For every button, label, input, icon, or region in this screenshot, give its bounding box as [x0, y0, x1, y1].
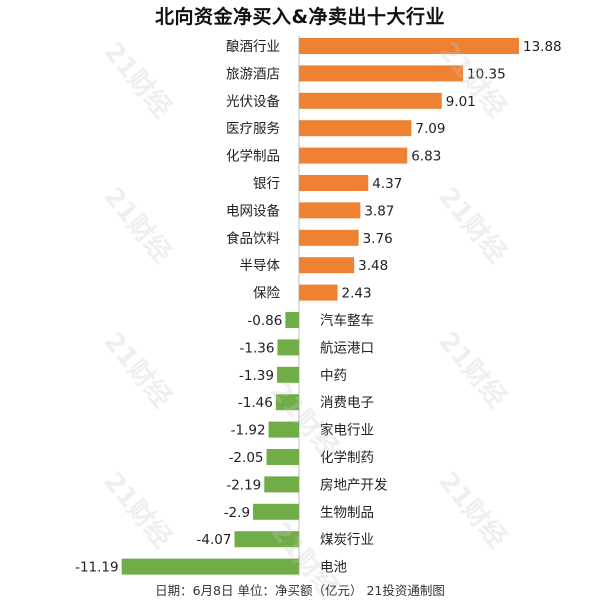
bar-12 [277, 339, 299, 356]
value-label: -4.07 [197, 532, 232, 548]
category-label: 化学制药 [320, 450, 374, 466]
value-label: 9.01 [446, 94, 476, 110]
bar-20 [121, 558, 299, 575]
category-label: 电网设备 [226, 202, 280, 219]
value-label: 3.48 [358, 258, 388, 274]
category-label: 电池 [320, 560, 347, 576]
value-label: 4.37 [372, 176, 402, 192]
bar-8 [299, 229, 359, 246]
value-label: 2.43 [342, 286, 372, 302]
value-label: -1.36 [240, 340, 275, 356]
bar-10 [299, 284, 338, 301]
bar-6 [299, 175, 369, 191]
value-label: 3.87 [364, 203, 394, 219]
category-label: 光伏设备 [226, 93, 280, 110]
category-label: 食品饮料 [226, 230, 280, 247]
value-label: -2.9 [224, 505, 250, 521]
bar-14 [275, 394, 299, 411]
bar-3 [299, 92, 442, 109]
bar-11 [285, 312, 299, 328]
category-label: 酿酒行业 [226, 39, 280, 55]
bar-2 [299, 65, 464, 82]
category-label: 保险 [253, 286, 280, 302]
value-label: -1.39 [239, 368, 274, 384]
category-label: 消费电子 [320, 395, 374, 411]
category-label: 房地产开发 [320, 477, 388, 493]
value-label: -11.19 [75, 560, 119, 576]
value-label: 6.83 [411, 149, 441, 165]
value-label: 10.35 [467, 66, 506, 82]
category-label: 中药 [320, 368, 347, 384]
bar-4 [299, 120, 412, 137]
value-label: 7.09 [415, 121, 445, 137]
bar-13 [276, 366, 299, 383]
value-label: 3.76 [363, 231, 393, 247]
value-label: -1.46 [238, 395, 273, 411]
value-label: -0.86 [247, 313, 282, 329]
bar-15 [268, 421, 299, 438]
category-label: 汽车整车 [320, 312, 374, 329]
category-label: 生物制品 [320, 505, 374, 521]
category-label: 医疗服务 [226, 121, 280, 137]
bar-5 [299, 147, 408, 164]
bar-chart: 酿酒行业 13.88 旅游酒店 10.35 光伏设备 9.01 医疗服务 7.09 化学制品 6.… [75, 36, 562, 576]
category-label: 航运港口 [320, 340, 374, 356]
value-label: -2.05 [229, 450, 264, 466]
bar-1 [299, 38, 519, 54]
category-label: 煤炭行业 [320, 532, 374, 548]
chart-title: 北向资金净买入&净卖出十大行业 [154, 6, 446, 28]
category-label: 半导体 [240, 258, 281, 274]
category-label: 旅游酒店 [226, 66, 280, 82]
value-label: 13.88 [523, 39, 562, 55]
value-label: -2.19 [226, 477, 261, 493]
category-label: 化学制品 [226, 149, 280, 165]
value-label: -1.92 [231, 423, 266, 439]
category-label: 银行 [253, 176, 280, 192]
footer-note: 日期：6月8日 单位：净买额（亿元） 21投资通制图 [155, 583, 445, 598]
bar-9 [299, 257, 355, 274]
bar-7 [299, 202, 361, 219]
bar-18 [253, 503, 299, 520]
bar-19 [234, 531, 299, 548]
bar-17 [264, 476, 299, 493]
bar-16 [266, 449, 299, 465]
category-label: 家电行业 [320, 422, 374, 439]
